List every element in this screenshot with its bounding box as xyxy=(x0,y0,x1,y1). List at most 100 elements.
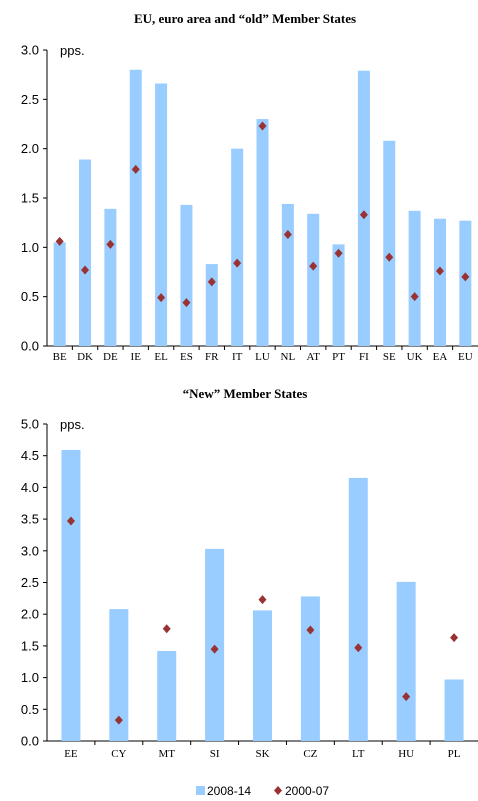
chart-1-axes: 0.0 0.5 1.0 1.5 2.0 2.5 3.0 xyxy=(21,43,478,354)
bar-DK xyxy=(79,159,92,346)
y-tick-label: 1.0 xyxy=(21,240,39,255)
chart-1-title: EU, euro area and “old” Member States xyxy=(134,11,356,26)
bar-FI xyxy=(357,70,370,346)
marker-PT xyxy=(334,248,343,258)
y-tick-label: 4.0 xyxy=(21,480,39,495)
legend-marker-swatch xyxy=(274,786,282,795)
bar-SE xyxy=(383,140,396,346)
chart-2-category-labels: EE CY MT SI SK CZ LT HU PL xyxy=(64,748,461,760)
y-tick-label: 2.0 xyxy=(21,607,39,622)
y-tick-label: 2.5 xyxy=(21,575,39,590)
chart-1-markers xyxy=(55,121,470,308)
marker-DK xyxy=(81,265,90,275)
bar-ES xyxy=(180,204,193,346)
bar-EL xyxy=(155,83,168,347)
marker-UK xyxy=(410,292,419,302)
marker-DE xyxy=(106,239,115,249)
category-label-CZ: CZ xyxy=(303,748,317,760)
marker-AT xyxy=(309,261,318,271)
bar-FR xyxy=(205,264,218,346)
bar-BE xyxy=(53,242,66,346)
category-label-MT: MT xyxy=(158,748,175,760)
category-label-IE: IE xyxy=(131,351,142,363)
bar-PT xyxy=(332,244,345,346)
category-label-IT: IT xyxy=(232,351,243,363)
legend-marker-label: 2000-07 xyxy=(285,784,329,798)
category-label-SI: SI xyxy=(210,748,220,760)
y-tick-label: 2.0 xyxy=(21,141,39,156)
bar-IE xyxy=(129,69,142,346)
category-label-EL: EL xyxy=(154,351,168,363)
category-label-ES: ES xyxy=(180,351,193,363)
chart-1-unit-label: pps. xyxy=(60,43,85,58)
category-label-EU: EU xyxy=(458,351,473,363)
legend-bar-label: 2008-14 xyxy=(207,784,251,798)
category-label-AT: AT xyxy=(306,351,320,363)
y-tick-label: 1.5 xyxy=(21,638,39,653)
category-label-SE: SE xyxy=(383,351,396,363)
y-tick-label: 3.0 xyxy=(21,543,39,558)
category-label-FI: FI xyxy=(359,351,369,363)
y-tick-label: 1.0 xyxy=(21,670,39,685)
bar-SK xyxy=(253,610,272,741)
category-label-CY: CY xyxy=(111,748,126,760)
y-tick-label: 0.5 xyxy=(21,702,39,717)
bar-MT xyxy=(157,650,177,741)
y-tick-label: 0.5 xyxy=(21,289,39,304)
marker-EU xyxy=(461,272,470,282)
y-tick-label: 3.5 xyxy=(21,512,39,527)
category-label-NL: NL xyxy=(281,351,296,363)
category-label-LU: LU xyxy=(255,351,270,363)
marker-EL xyxy=(157,293,166,303)
chart-1-bars xyxy=(53,69,472,347)
chart-2-axes: 0.0 0.5 1.0 1.5 2.0 2.5 3.0 3.5 4.0 4.5 5.0 xyxy=(21,417,478,749)
category-label-PT: PT xyxy=(332,351,345,363)
bar-EU xyxy=(459,220,472,346)
marker-FR xyxy=(207,277,216,287)
marker-NL xyxy=(283,230,292,240)
marker-IT xyxy=(233,258,242,268)
bar-LT xyxy=(348,477,368,741)
legend-bar-swatch xyxy=(196,786,205,795)
bar-CZ xyxy=(300,596,320,741)
marker-SK xyxy=(258,595,267,605)
bar-AT xyxy=(307,213,320,346)
y-tick-label: 0.0 xyxy=(21,339,39,354)
marker-EA xyxy=(435,266,444,276)
marker-EE xyxy=(66,516,75,526)
marker-SE xyxy=(385,252,394,262)
marker-ES xyxy=(182,298,191,308)
category-label-UK: UK xyxy=(407,351,423,363)
bar-PL xyxy=(444,679,464,741)
bar-NL xyxy=(281,203,294,346)
category-label-LT: LT xyxy=(352,748,365,760)
legend: 2008-14 2000-07 xyxy=(196,784,329,798)
y-tick-label: 3.0 xyxy=(21,43,39,58)
chart-new-member-states: “New” Member States pps. 0.0 0.5 1.0 1.5 2.0… xyxy=(21,386,478,760)
category-label-DE: DE xyxy=(103,351,118,363)
category-label-BE: BE xyxy=(53,351,67,363)
y-tick-label: 0.0 xyxy=(21,734,39,749)
marker-SI xyxy=(210,644,219,654)
marker-LU xyxy=(258,121,267,131)
category-label-SK: SK xyxy=(255,748,269,760)
marker-LT xyxy=(354,643,363,653)
chart-old-member-states: EU, euro area and “old” Member States pp… xyxy=(21,11,478,363)
category-label-EE: EE xyxy=(64,748,78,760)
marker-HU xyxy=(402,692,411,702)
marker-CY xyxy=(114,715,123,725)
bar-DE xyxy=(104,208,117,346)
category-label-FR: FR xyxy=(205,351,219,363)
marker-PL xyxy=(450,633,459,643)
y-tick-label: 5.0 xyxy=(21,417,39,432)
marker-CZ xyxy=(306,625,315,635)
y-tick-label: 4.5 xyxy=(21,448,39,463)
category-label-DK: DK xyxy=(77,351,93,363)
chart-2-unit-label: pps. xyxy=(60,417,85,432)
bar-LU xyxy=(256,119,269,346)
marker-BE xyxy=(55,236,64,246)
bar-IT xyxy=(231,148,244,346)
bar-EE xyxy=(61,449,81,741)
chart-1-category-labels: BE DK DE IE EL ES FR IT LU NL AT PT FI SE UK EA EU xyxy=(53,351,473,363)
